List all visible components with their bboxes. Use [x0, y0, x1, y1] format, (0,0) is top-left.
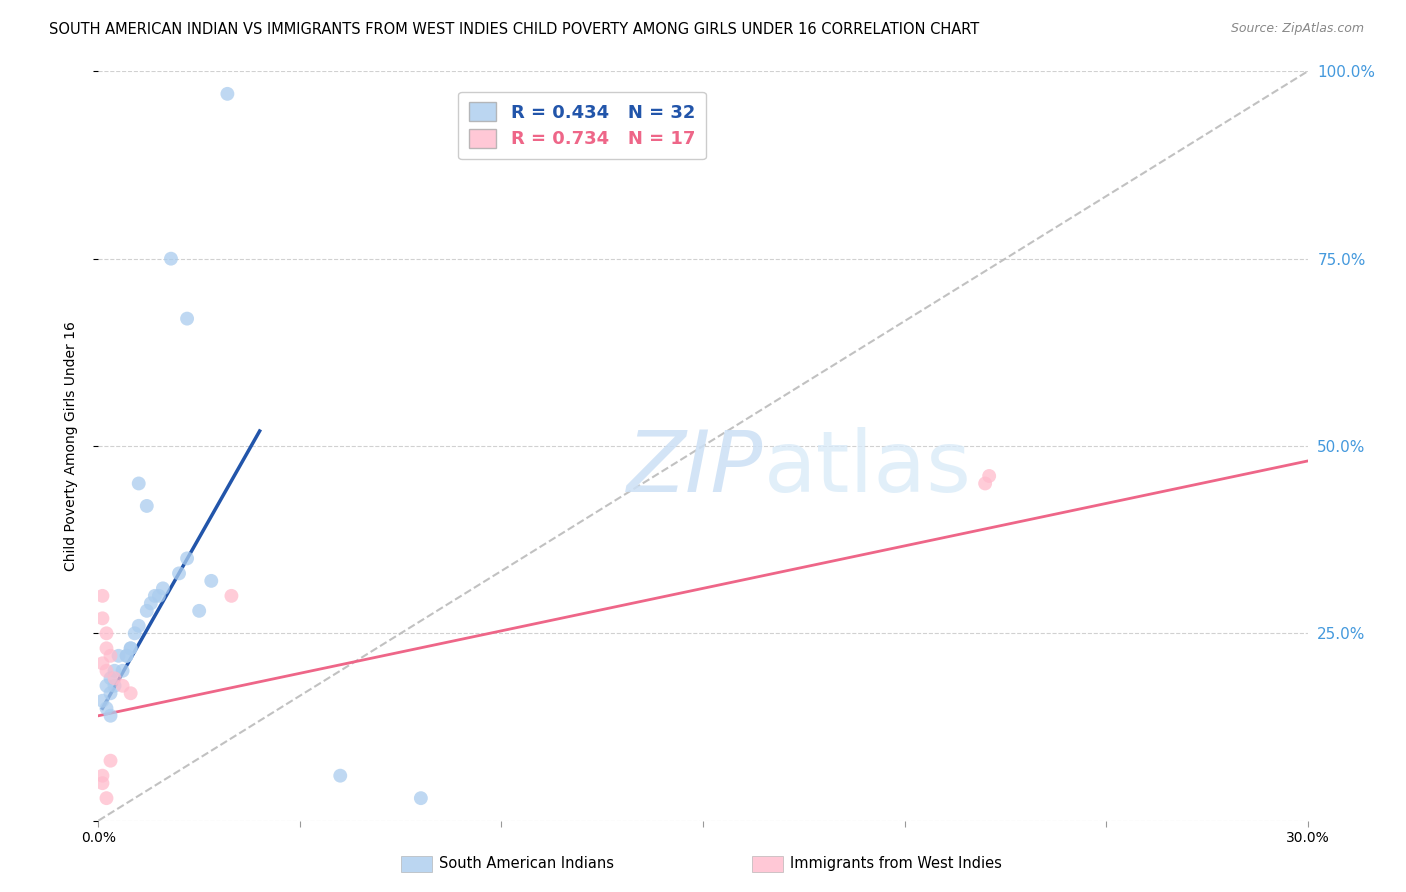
Text: South American Indians: South American Indians — [439, 856, 613, 871]
Point — [100, 754, 122, 768]
Point — [139, 596, 162, 610]
Point — [217, 87, 239, 101]
Point — [91, 589, 114, 603]
Point — [148, 589, 170, 603]
Point — [124, 626, 146, 640]
Point — [329, 769, 352, 783]
Point — [974, 476, 997, 491]
Point — [128, 619, 150, 633]
Point — [96, 701, 118, 715]
Point — [96, 664, 118, 678]
Point — [103, 671, 125, 685]
Point — [176, 551, 198, 566]
Point — [188, 604, 211, 618]
Point — [96, 641, 118, 656]
Point — [221, 589, 243, 603]
Point — [135, 604, 157, 618]
Point — [103, 664, 125, 678]
Point — [115, 648, 138, 663]
Point — [160, 252, 183, 266]
Point — [96, 679, 118, 693]
Point — [91, 776, 114, 790]
Text: ZIP: ZIP — [627, 427, 763, 510]
Text: atlas: atlas — [763, 427, 972, 510]
Text: Immigrants from West Indies: Immigrants from West Indies — [790, 856, 1002, 871]
Point — [111, 664, 134, 678]
Point — [96, 791, 118, 805]
Point — [152, 582, 174, 596]
Point — [135, 499, 157, 513]
Point — [91, 769, 114, 783]
Point — [107, 648, 129, 663]
Point — [100, 671, 122, 685]
Y-axis label: Child Poverty Among Girls Under 16: Child Poverty Among Girls Under 16 — [63, 321, 77, 571]
Point — [91, 657, 114, 671]
Point — [91, 611, 114, 625]
Point — [167, 566, 190, 581]
Point — [96, 626, 118, 640]
Text: Source: ZipAtlas.com: Source: ZipAtlas.com — [1230, 22, 1364, 36]
Point — [128, 476, 150, 491]
Point — [143, 589, 166, 603]
Point — [120, 641, 142, 656]
Point — [200, 574, 222, 588]
Point — [176, 311, 198, 326]
Point — [91, 694, 114, 708]
Point — [409, 791, 432, 805]
Point — [100, 708, 122, 723]
Legend: R = 0.434   N = 32, R = 0.734   N = 17: R = 0.434 N = 32, R = 0.734 N = 17 — [458, 92, 706, 159]
Point — [120, 686, 142, 700]
Point — [115, 648, 138, 663]
Point — [979, 469, 1001, 483]
Text: SOUTH AMERICAN INDIAN VS IMMIGRANTS FROM WEST INDIES CHILD POVERTY AMONG GIRLS U: SOUTH AMERICAN INDIAN VS IMMIGRANTS FROM… — [49, 22, 980, 37]
Point — [120, 641, 142, 656]
Point — [100, 686, 122, 700]
Point — [103, 679, 125, 693]
Point — [100, 648, 122, 663]
Point — [111, 679, 134, 693]
